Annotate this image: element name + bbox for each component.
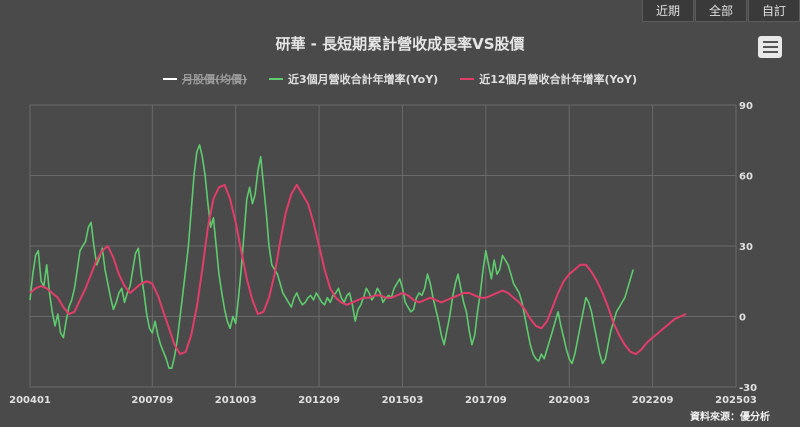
legend-swatch-yoy3 [269,78,284,80]
range-all-button[interactable]: 全部 [695,0,747,22]
legend-label-stock: 月股價(均價) [181,73,248,86]
y-tick-label: -30 [739,383,757,394]
x-tick-label: 200709 [131,395,173,406]
x-tick-label: 201003 [215,395,257,406]
x-tick-label: 200401 [9,395,51,406]
legend-label-yoy3: 近3個月營收合計年增率(YoY) [288,73,439,86]
x-tick-label: 202003 [548,395,590,406]
legend-label-yoy12: 近12個月營收合計年增率(YoY) [479,73,638,86]
legend-swatch-stock [162,78,177,80]
x-tick-label: 201503 [382,395,424,406]
y-tick-label: 60 [739,172,753,183]
range-selector: 近期 全部 自訂 [641,0,800,22]
x-tick-label: 202209 [632,395,674,406]
hamburger-menu-icon[interactable] [758,36,782,58]
x-tick-label: 201709 [465,395,507,406]
range-custom-button[interactable]: 自訂 [748,0,800,22]
y-tick-label: 30 [739,242,753,253]
legend-swatch-yoy12 [460,78,475,80]
y-tick-label: 90 [739,101,753,112]
series-line-yoy12 [29,183,687,356]
legend-item-yoy12[interactable]: 近12個月營收合計年增率(YoY) [460,71,637,87]
legend-item-yoy3[interactable]: 近3個月營收合計年增率(YoY) [269,71,438,87]
chart-title: 研華 - 長短期累計營收成長率VS股價 [275,35,525,53]
series-line-yoy3 [29,144,634,369]
range-recent-button[interactable]: 近期 [642,0,694,22]
y-tick-label: 0 [739,313,746,324]
x-tick-label: 202503 [715,395,757,406]
x-tick-label: 201209 [298,395,340,406]
legend-item-stock-price[interactable]: 月股價(均價) [162,71,248,87]
source-label: 資料來源：優分析 [690,412,770,423]
chart-legend: 月股價(均價) 近3個月營收合計年增率(YoY) 近12個月營收合計年增率(Yo… [0,71,800,87]
